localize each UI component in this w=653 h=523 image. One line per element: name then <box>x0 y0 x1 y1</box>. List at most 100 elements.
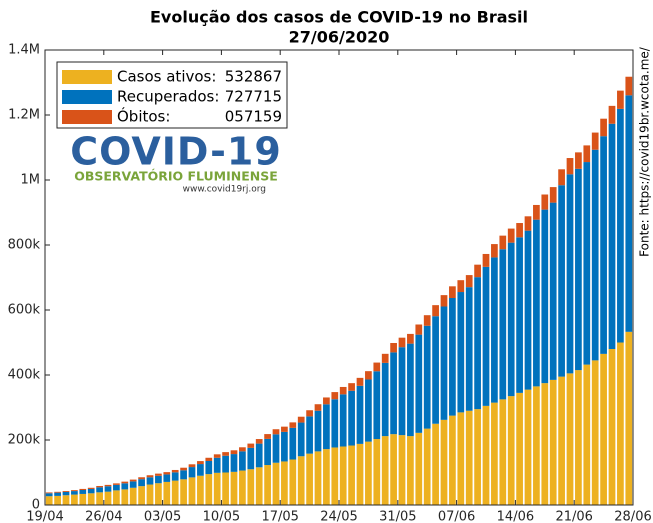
bar-segment <box>356 377 364 386</box>
bar-segment <box>591 360 599 505</box>
bar-segment <box>297 456 305 505</box>
bar-segment <box>306 410 313 417</box>
bar-segment <box>415 324 423 335</box>
bar-segment <box>575 168 582 371</box>
bar-segment <box>348 383 355 391</box>
bar-segment <box>373 371 381 440</box>
chart-subtitle: 27/06/2020 <box>289 28 390 47</box>
bar-segment <box>625 331 633 505</box>
bar-segment <box>222 455 229 473</box>
bar-segment <box>356 385 364 444</box>
bar-segment <box>617 90 624 109</box>
bar-segment <box>482 405 490 505</box>
bar-segment <box>465 287 473 411</box>
bar-segment <box>239 470 246 505</box>
bar-segment <box>155 473 162 476</box>
bar-segment <box>390 352 397 435</box>
bar-segment <box>583 145 591 163</box>
y-tick-label: 400k <box>8 368 41 383</box>
bar-segment <box>440 295 448 307</box>
bar-segment <box>146 477 154 485</box>
bar-segment <box>180 470 187 480</box>
logo-subtitle: OBSERVATÓRIO FLUMINENSE <box>74 169 278 184</box>
bar-segment <box>516 223 523 238</box>
bar-segment <box>541 383 549 505</box>
bar-segment <box>348 445 355 505</box>
bar-segment <box>146 484 154 505</box>
bar-segment <box>575 370 582 505</box>
bar-segment <box>289 427 297 460</box>
bar-segment <box>121 481 129 484</box>
source: Fonte: https://covid19br.wcota.me/ <box>638 46 652 257</box>
bar-segment <box>339 394 347 447</box>
bar-segment <box>171 472 179 481</box>
bar-segment <box>188 467 196 478</box>
bar-segment <box>306 416 313 454</box>
bar-segment <box>465 410 473 505</box>
bar-segment <box>180 467 187 471</box>
bar-segment <box>608 349 616 505</box>
x-tick-label: 26/04 <box>85 510 122 523</box>
x-tick-label: 19/04 <box>26 510 63 523</box>
bar-segment <box>104 484 112 487</box>
bar-segment <box>222 452 229 456</box>
y-tick-label: 0 <box>32 498 40 513</box>
bar-segment <box>449 286 456 299</box>
bar-segment <box>524 230 532 390</box>
y-tick-label: 1M <box>21 173 41 188</box>
logo-url: www.covid19rj.org <box>183 185 266 195</box>
bar-segment <box>566 373 574 505</box>
bar-segment <box>87 487 95 489</box>
bar-segment <box>625 76 633 96</box>
bar-segment <box>79 493 87 505</box>
bar-segment <box>146 475 154 478</box>
bar-segment <box>474 277 481 410</box>
bar-segment <box>255 439 263 444</box>
bar-segment <box>474 409 481 505</box>
x-tick-label: 17/05 <box>261 510 298 523</box>
bar-segment <box>129 487 137 505</box>
bar-segment <box>230 454 238 472</box>
bar-segment <box>314 451 322 505</box>
bar-segment <box>507 396 515 505</box>
bar-segment <box>516 237 523 393</box>
legend-swatch <box>62 90 112 104</box>
bar-segment <box>381 436 389 505</box>
bar-segment <box>407 436 414 505</box>
bar-segment <box>197 461 204 465</box>
logo: COVID-19 OBSERVATÓRIO FLUMINENSE www.cov… <box>70 130 281 195</box>
bar-segment <box>415 432 423 505</box>
bar-segment <box>272 429 280 435</box>
bar-segment <box>457 412 465 505</box>
bar-segment <box>104 486 112 492</box>
bar-segment <box>264 465 271 505</box>
bar-segment <box>398 347 406 436</box>
y-tick-label: 1.2M <box>8 108 40 123</box>
bar-segment <box>247 447 255 470</box>
y-tick-label: 800k <box>8 238 41 253</box>
bar-segment <box>255 443 263 468</box>
bar-segment <box>255 467 263 505</box>
bar-segment <box>339 386 347 395</box>
bar-segment <box>415 334 423 433</box>
x-tick-label: 14/06 <box>497 510 534 523</box>
bar-segment <box>230 471 238 505</box>
bar-segment <box>575 152 582 169</box>
bar-segment <box>71 491 78 495</box>
bar-segment <box>113 484 120 491</box>
bar-segment <box>499 399 507 505</box>
bar-segment <box>407 333 414 344</box>
bar-segment <box>297 416 305 423</box>
bar-segment <box>96 485 103 488</box>
x-tick-label: 21/06 <box>555 510 592 523</box>
bar-segment <box>62 490 70 492</box>
bar-segment <box>163 472 171 475</box>
bar-segment <box>591 149 599 361</box>
plot-area <box>45 76 633 505</box>
bar-segment <box>197 464 204 476</box>
y-tick-label: 200k <box>8 433 41 448</box>
bar-segment <box>617 342 624 505</box>
bar-segment <box>423 325 431 429</box>
bar-segment <box>533 204 540 220</box>
bar-segment <box>171 469 179 473</box>
